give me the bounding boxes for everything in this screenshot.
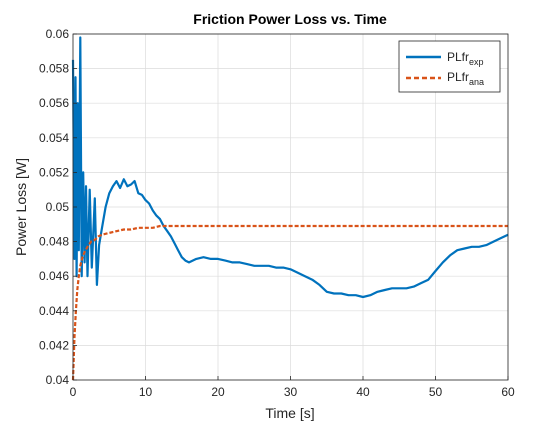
y-tick-label: 0.048 <box>39 235 69 249</box>
y-tick-label: 0.042 <box>39 338 69 352</box>
legend-box <box>398 40 501 93</box>
y-tick-label: 0.046 <box>39 269 69 283</box>
legend-label-ana-sub: ana <box>469 77 484 87</box>
y-axis-label: Power Loss [W] <box>13 158 29 256</box>
y-tick-label: 0.044 <box>39 304 69 318</box>
x-axis-label: Time [s] <box>265 405 314 421</box>
y-tick-label: 0.058 <box>39 62 69 76</box>
y-tick-label: 0.04 <box>46 373 70 387</box>
x-tick-label: 10 <box>139 385 153 399</box>
series-line-exp <box>71 36 509 299</box>
y-tick-label: 0.06 <box>46 27 70 41</box>
legend-label-exp-main: PLfr <box>447 50 469 64</box>
legend: PLfrexp PLfrana <box>398 40 501 93</box>
x-tick-label: 30 <box>284 385 298 399</box>
y-tick-label: 0.056 <box>39 96 69 110</box>
x-tick-label: 60 <box>501 385 515 399</box>
legend-label-exp-sub: exp <box>469 57 484 67</box>
x-tick-label: 20 <box>211 385 225 399</box>
series-layer <box>71 36 509 381</box>
legend-label-exp: PLfrexp <box>447 50 484 67</box>
series-line-ana <box>71 224 508 381</box>
axis-ticks: 0 10 20 30 40 50 60 0.04 0.042 0.044 0.046 0.048 0.0… <box>39 27 515 399</box>
legend-label-ana-main: PLfr <box>447 70 469 84</box>
x-tick-label: 40 <box>356 385 370 399</box>
x-tick-label: 50 <box>429 385 443 399</box>
y-tick-label: 0.052 <box>39 165 69 179</box>
y-tick-label: 0.054 <box>39 131 69 145</box>
x-tick-label: 0 <box>70 385 77 399</box>
legend-label-ana: PLfrana <box>447 70 484 87</box>
chart-title: Friction Power Loss vs. Time <box>193 11 387 27</box>
y-tick-label: 0.05 <box>46 200 70 214</box>
